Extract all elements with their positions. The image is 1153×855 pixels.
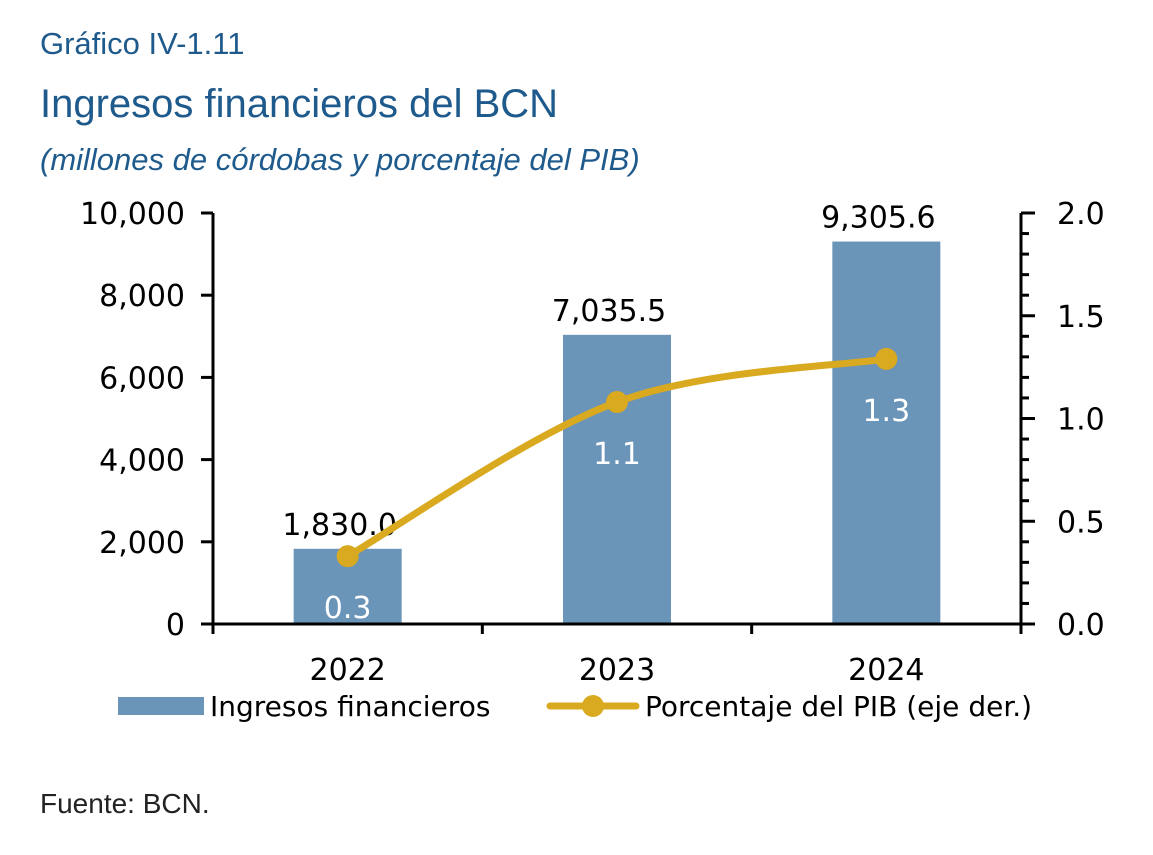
y-left-tick-label: 0 — [166, 608, 185, 643]
pib-value-label: 1.1 — [593, 437, 641, 472]
pib-point-2024 — [875, 347, 898, 370]
y-right-tick-label: 0.5 — [1057, 505, 1105, 540]
x-category-label: 2024 — [848, 653, 924, 688]
y-left-tick-label: 2,000 — [99, 526, 185, 561]
y-left-tick-label: 6,000 — [99, 361, 185, 396]
pib-point-2022 — [336, 545, 359, 568]
chart-subtitle: (millones de córdobas y porcentaje del P… — [40, 142, 640, 177]
y-right-tick-label: 0.0 — [1057, 608, 1105, 643]
pib-value-label: 0.3 — [324, 591, 372, 626]
x-category-label: 2023 — [579, 653, 655, 688]
bar-value-label: 7,035.5 — [552, 294, 667, 329]
bar-2023 — [563, 334, 671, 624]
y-right-tick-label: 1.5 — [1057, 300, 1105, 335]
y-left-tick-label: 10,000 — [80, 197, 185, 232]
chart-title: Ingresos financieros del BCN — [40, 82, 559, 126]
legend-swatch-point — [582, 695, 604, 717]
y-right-tick-label: 1.0 — [1057, 403, 1105, 438]
pib-value-label: 1.3 — [862, 394, 910, 429]
source-note: Fuente: BCN. — [40, 788, 210, 819]
legend-swatch-bars — [118, 697, 204, 715]
chart-number: Gráfico IV-1.11 — [40, 26, 245, 61]
y-left-tick-label: 4,000 — [99, 444, 185, 479]
bar-2024 — [832, 241, 941, 624]
legend-label-line: Porcentaje del PIB (eje der.) — [645, 690, 1032, 723]
y-right-tick-label: 2.0 — [1057, 197, 1105, 232]
pib-point-2023 — [606, 391, 628, 414]
bar-value-label: 9,305.6 — [821, 201, 936, 236]
legend-label-bars: Ingresos financieros — [210, 690, 490, 723]
x-category-label: 2022 — [309, 653, 385, 688]
y-left-tick-label: 8,000 — [99, 279, 185, 314]
combo-chart: 0 2,000 4,000 6,000 8,000 10,000 0.0 0.5 1.0 1.5 2… — [80, 197, 1105, 723]
